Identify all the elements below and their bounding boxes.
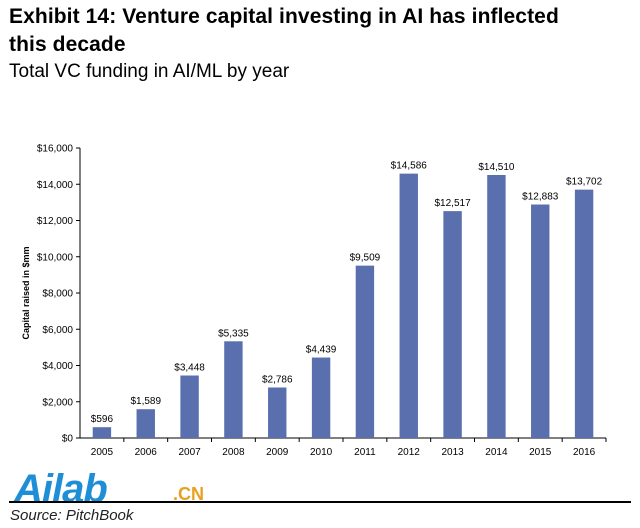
data-label-2007: $3,448 [174, 363, 205, 374]
ailab-watermark-suffix: .CN [173, 484, 204, 504]
bar-2008 [224, 341, 243, 438]
bar-chart: $0 $2,000 $4,000 $6,000 $8,000 $10,000 $12,000… [21, 144, 607, 458]
bar-2006 [136, 409, 155, 438]
x-tick-label: 2012 [398, 447, 421, 458]
y-tick-label: $4,000 [42, 361, 73, 372]
chart-subtitle: Total VC funding in AI/ML by year [9, 61, 290, 82]
data-label-2005: $596 [91, 414, 114, 425]
x-tick-label: 2009 [266, 447, 289, 458]
y-tick-label: $10,000 [37, 252, 74, 263]
x-tick-label: 2016 [573, 447, 596, 458]
data-label-2012: $14,586 [391, 161, 428, 172]
bar-2009 [268, 387, 287, 438]
x-tick-label: 2006 [135, 447, 158, 458]
data-label-2015: $12,883 [522, 191, 559, 202]
data-label-2013: $12,517 [435, 198, 472, 209]
data-label-2006: $1,589 [130, 396, 161, 407]
bar-2014 [487, 175, 506, 438]
data-label-2014: $14,510 [478, 162, 515, 173]
x-tick-label: 2011 [354, 447, 376, 458]
ailab-watermark-logo: Ailab [14, 467, 108, 511]
bar-2016 [574, 189, 594, 438]
bar-2007 [180, 375, 199, 438]
data-label-2009: $2,786 [262, 375, 293, 386]
bar-2010 [311, 357, 331, 438]
y-tick-label: $6,000 [42, 325, 73, 336]
x-tick-label: 2015 [529, 447, 552, 458]
source-note: Source: PitchBook [10, 507, 134, 524]
footer-divider [9, 501, 631, 503]
x-tick-label: 2007 [178, 447, 201, 458]
x-tick-label: 2008 [222, 447, 245, 458]
y-tick-label: $16,000 [37, 144, 74, 155]
bar-2005 [92, 427, 112, 438]
data-label-2011: $9,509 [350, 253, 381, 264]
data-label-2016: $13,702 [566, 177, 603, 188]
data-label-2010: $4,439 [306, 345, 337, 356]
data-label-2008: $5,335 [218, 328, 249, 339]
chart-title-line-2: this decade [9, 33, 126, 56]
y-tick-label: $2,000 [42, 397, 73, 408]
x-tick-label: 2005 [91, 447, 114, 458]
y-tick-label: $12,000 [37, 216, 74, 227]
y-tick-label: $0 [62, 434, 74, 445]
y-tick-label: $14,000 [37, 180, 74, 191]
chart-title-line-1: Exhibit 14: Venture capital investing in… [9, 5, 559, 28]
bar-2015 [531, 204, 550, 438]
x-tick-label: 2013 [441, 447, 464, 458]
bar-2011 [355, 265, 375, 438]
y-axis-title: Capital raised in $mm [21, 246, 31, 339]
x-tick-label: 2010 [310, 447, 333, 458]
bar-2012 [399, 173, 418, 438]
y-tick-label: $8,000 [42, 289, 73, 300]
bar-2013 [443, 211, 462, 438]
x-tick-label: 2014 [485, 447, 508, 458]
